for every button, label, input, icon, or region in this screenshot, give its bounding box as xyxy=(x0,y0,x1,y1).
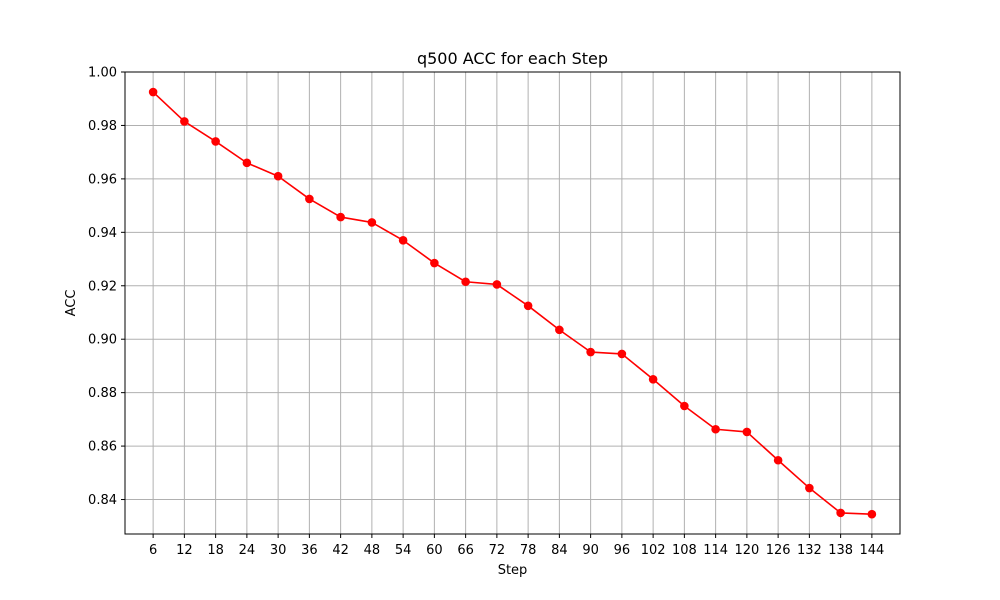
x-tick-label: 18 xyxy=(207,543,224,558)
data-point xyxy=(273,171,283,181)
data-point xyxy=(773,455,783,465)
data-point xyxy=(305,194,314,204)
data-point xyxy=(836,508,845,518)
y-tick-label: 0.94 xyxy=(88,226,117,241)
data-point xyxy=(711,424,720,434)
data-point xyxy=(555,325,564,335)
y-tick-label: 0.98 xyxy=(88,119,117,134)
x-tick-label: 108 xyxy=(672,543,697,558)
y-tick-label: 0.86 xyxy=(88,440,117,455)
x-tick-label: 138 xyxy=(828,543,853,558)
x-tick-label: 84 xyxy=(551,543,568,558)
x-tick-label: 132 xyxy=(797,543,822,558)
y-tick-label: 0.92 xyxy=(88,279,117,294)
data-point xyxy=(742,427,752,437)
data-point xyxy=(586,347,595,357)
x-tick-label: 60 xyxy=(426,543,443,558)
x-tick-label: 48 xyxy=(364,543,381,558)
y-axis-label: ACC xyxy=(64,290,79,317)
data-point xyxy=(242,158,252,168)
y-tick-label: 0.88 xyxy=(88,386,117,401)
data-point xyxy=(648,374,658,384)
x-tick-label: 144 xyxy=(859,543,884,558)
data-point xyxy=(461,277,470,287)
data-point xyxy=(148,87,158,97)
x-tick-label: 6 xyxy=(149,543,157,558)
x-tick-label: 12 xyxy=(176,543,193,558)
data-point xyxy=(398,236,408,245)
chart-title: q500 ACC for each Step xyxy=(417,49,608,68)
x-tick-label: 66 xyxy=(457,543,474,558)
x-tick-label: 30 xyxy=(270,543,287,558)
x-tick-label: 24 xyxy=(239,543,256,558)
y-tick-label: 1.00 xyxy=(88,66,117,81)
data-point xyxy=(211,137,220,146)
x-tick-label: 78 xyxy=(520,543,537,558)
x-tick-label: 96 xyxy=(614,543,631,558)
axis-ticks: 6 12 18 24 30 36 42 48 54 60 66 72 78 84 90 96 102 108 114… xyxy=(88,66,884,559)
data-point xyxy=(523,301,533,311)
y-tick-label: 0.90 xyxy=(88,333,117,348)
x-tick-label: 102 xyxy=(641,543,666,558)
data-point xyxy=(492,280,502,289)
plot-frame xyxy=(124,71,901,535)
y-tick-label: 0.96 xyxy=(88,172,117,187)
x-tick-label: 72 xyxy=(489,543,506,558)
data-point xyxy=(336,212,345,222)
series-layer xyxy=(148,87,877,519)
x-tick-label: 36 xyxy=(301,543,318,558)
x-tick-label: 42 xyxy=(332,543,349,558)
data-point xyxy=(805,483,814,493)
data-point xyxy=(680,401,689,411)
x-tick-label: 120 xyxy=(734,543,759,558)
y-tick-label: 0.84 xyxy=(88,493,117,508)
data-point xyxy=(867,509,877,519)
series-line xyxy=(152,91,872,516)
x-tick-label: 126 xyxy=(766,543,791,558)
data-point xyxy=(430,258,439,268)
x-tick-label: 114 xyxy=(703,543,728,558)
data-point xyxy=(617,349,627,359)
data-point xyxy=(367,218,377,227)
x-axis-label: Step xyxy=(498,563,528,578)
x-tick-label: 54 xyxy=(395,543,412,558)
data-point xyxy=(180,117,189,126)
x-tick-label: 90 xyxy=(582,543,599,558)
plot-area xyxy=(125,72,900,534)
